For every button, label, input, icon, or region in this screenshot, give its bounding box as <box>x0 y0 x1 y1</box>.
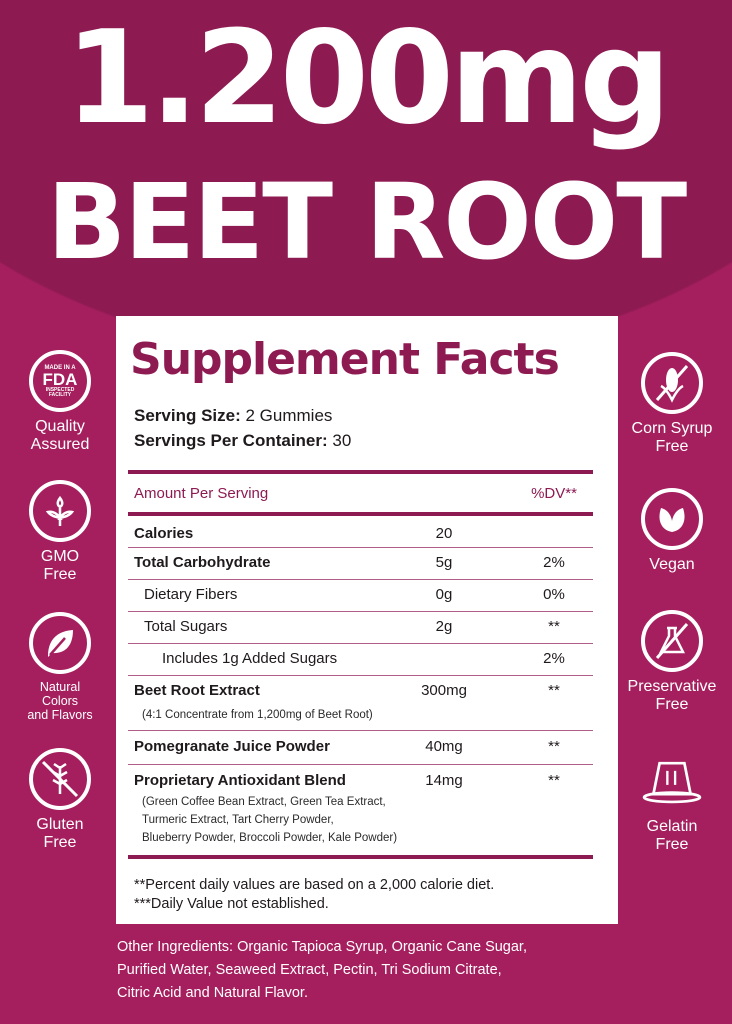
table-row: Beet Root Extract 300mg ** <box>134 682 560 699</box>
divider <box>128 512 593 516</box>
sprout-icon <box>29 480 91 542</box>
badge-vegan: Vegan <box>612 488 732 574</box>
table-header: Amount Per Serving %DV** <box>134 485 577 502</box>
leaf-icon <box>29 612 91 674</box>
table-row: Proprietary Antioxidant Blend 14mg ** <box>134 772 560 789</box>
divider <box>128 470 593 474</box>
headline-amount: 1.200mg <box>65 4 671 153</box>
headline-product: BEET ROOT <box>46 161 687 283</box>
table-row: Includes 1g Added Sugars 2% <box>162 650 565 667</box>
badge-gelatin-free: Gelatin Free <box>612 750 732 854</box>
badge-preservative-free: Preservative Free <box>612 610 732 714</box>
jelly-icon <box>641 750 703 812</box>
servings-per-container: Servings Per Container: 30 <box>134 431 352 450</box>
table-row: Calories 20 <box>134 525 453 542</box>
badge-natural-colors: Natural Colors and Flavors <box>0 612 120 722</box>
facts-title: Supplement Facts <box>130 334 560 385</box>
fda-seal-icon: MADE IN A FDA INSPECTED FACILITY <box>29 350 91 412</box>
no-corn-icon <box>641 352 703 414</box>
no-flask-icon <box>641 610 703 672</box>
table-row: Total Sugars 2g ** <box>144 618 560 635</box>
other-ingredients: Other Ingredients: Organic Tapioca Syrup… <box>117 939 527 1001</box>
table-row: Dietary Fibers 0g 0% <box>144 586 565 603</box>
no-wheat-icon <box>29 748 91 810</box>
supplement-facts-panel: Supplement Facts Serving Size: 2 Gummies… <box>116 316 618 924</box>
divider <box>128 855 593 859</box>
row-note: (Green Coffee Bean Extract, Green Tea Ex… <box>142 796 398 844</box>
badge-quality-assured: MADE IN A FDA INSPECTED FACILITY Quality As… <box>0 350 120 454</box>
table-row: Pomegranate Juice Powder 40mg ** <box>134 738 560 755</box>
serving-size: Serving Size: 2 Gummies <box>134 406 333 425</box>
table-row: Total Carbohydrate 5g 2% <box>134 554 565 571</box>
vegan-leaves-icon <box>641 488 703 550</box>
footnotes: **Percent daily values are based on a 2,… <box>134 877 495 912</box>
badge-corn-syrup-free: Corn Syrup Free <box>612 352 732 456</box>
row-note: (4:1 Concentrate from 1,200mg of Beet Ro… <box>142 709 373 721</box>
badge-gmo-free: GMO Free <box>0 480 120 584</box>
badge-gluten-free: Gluten Free <box>0 748 120 852</box>
